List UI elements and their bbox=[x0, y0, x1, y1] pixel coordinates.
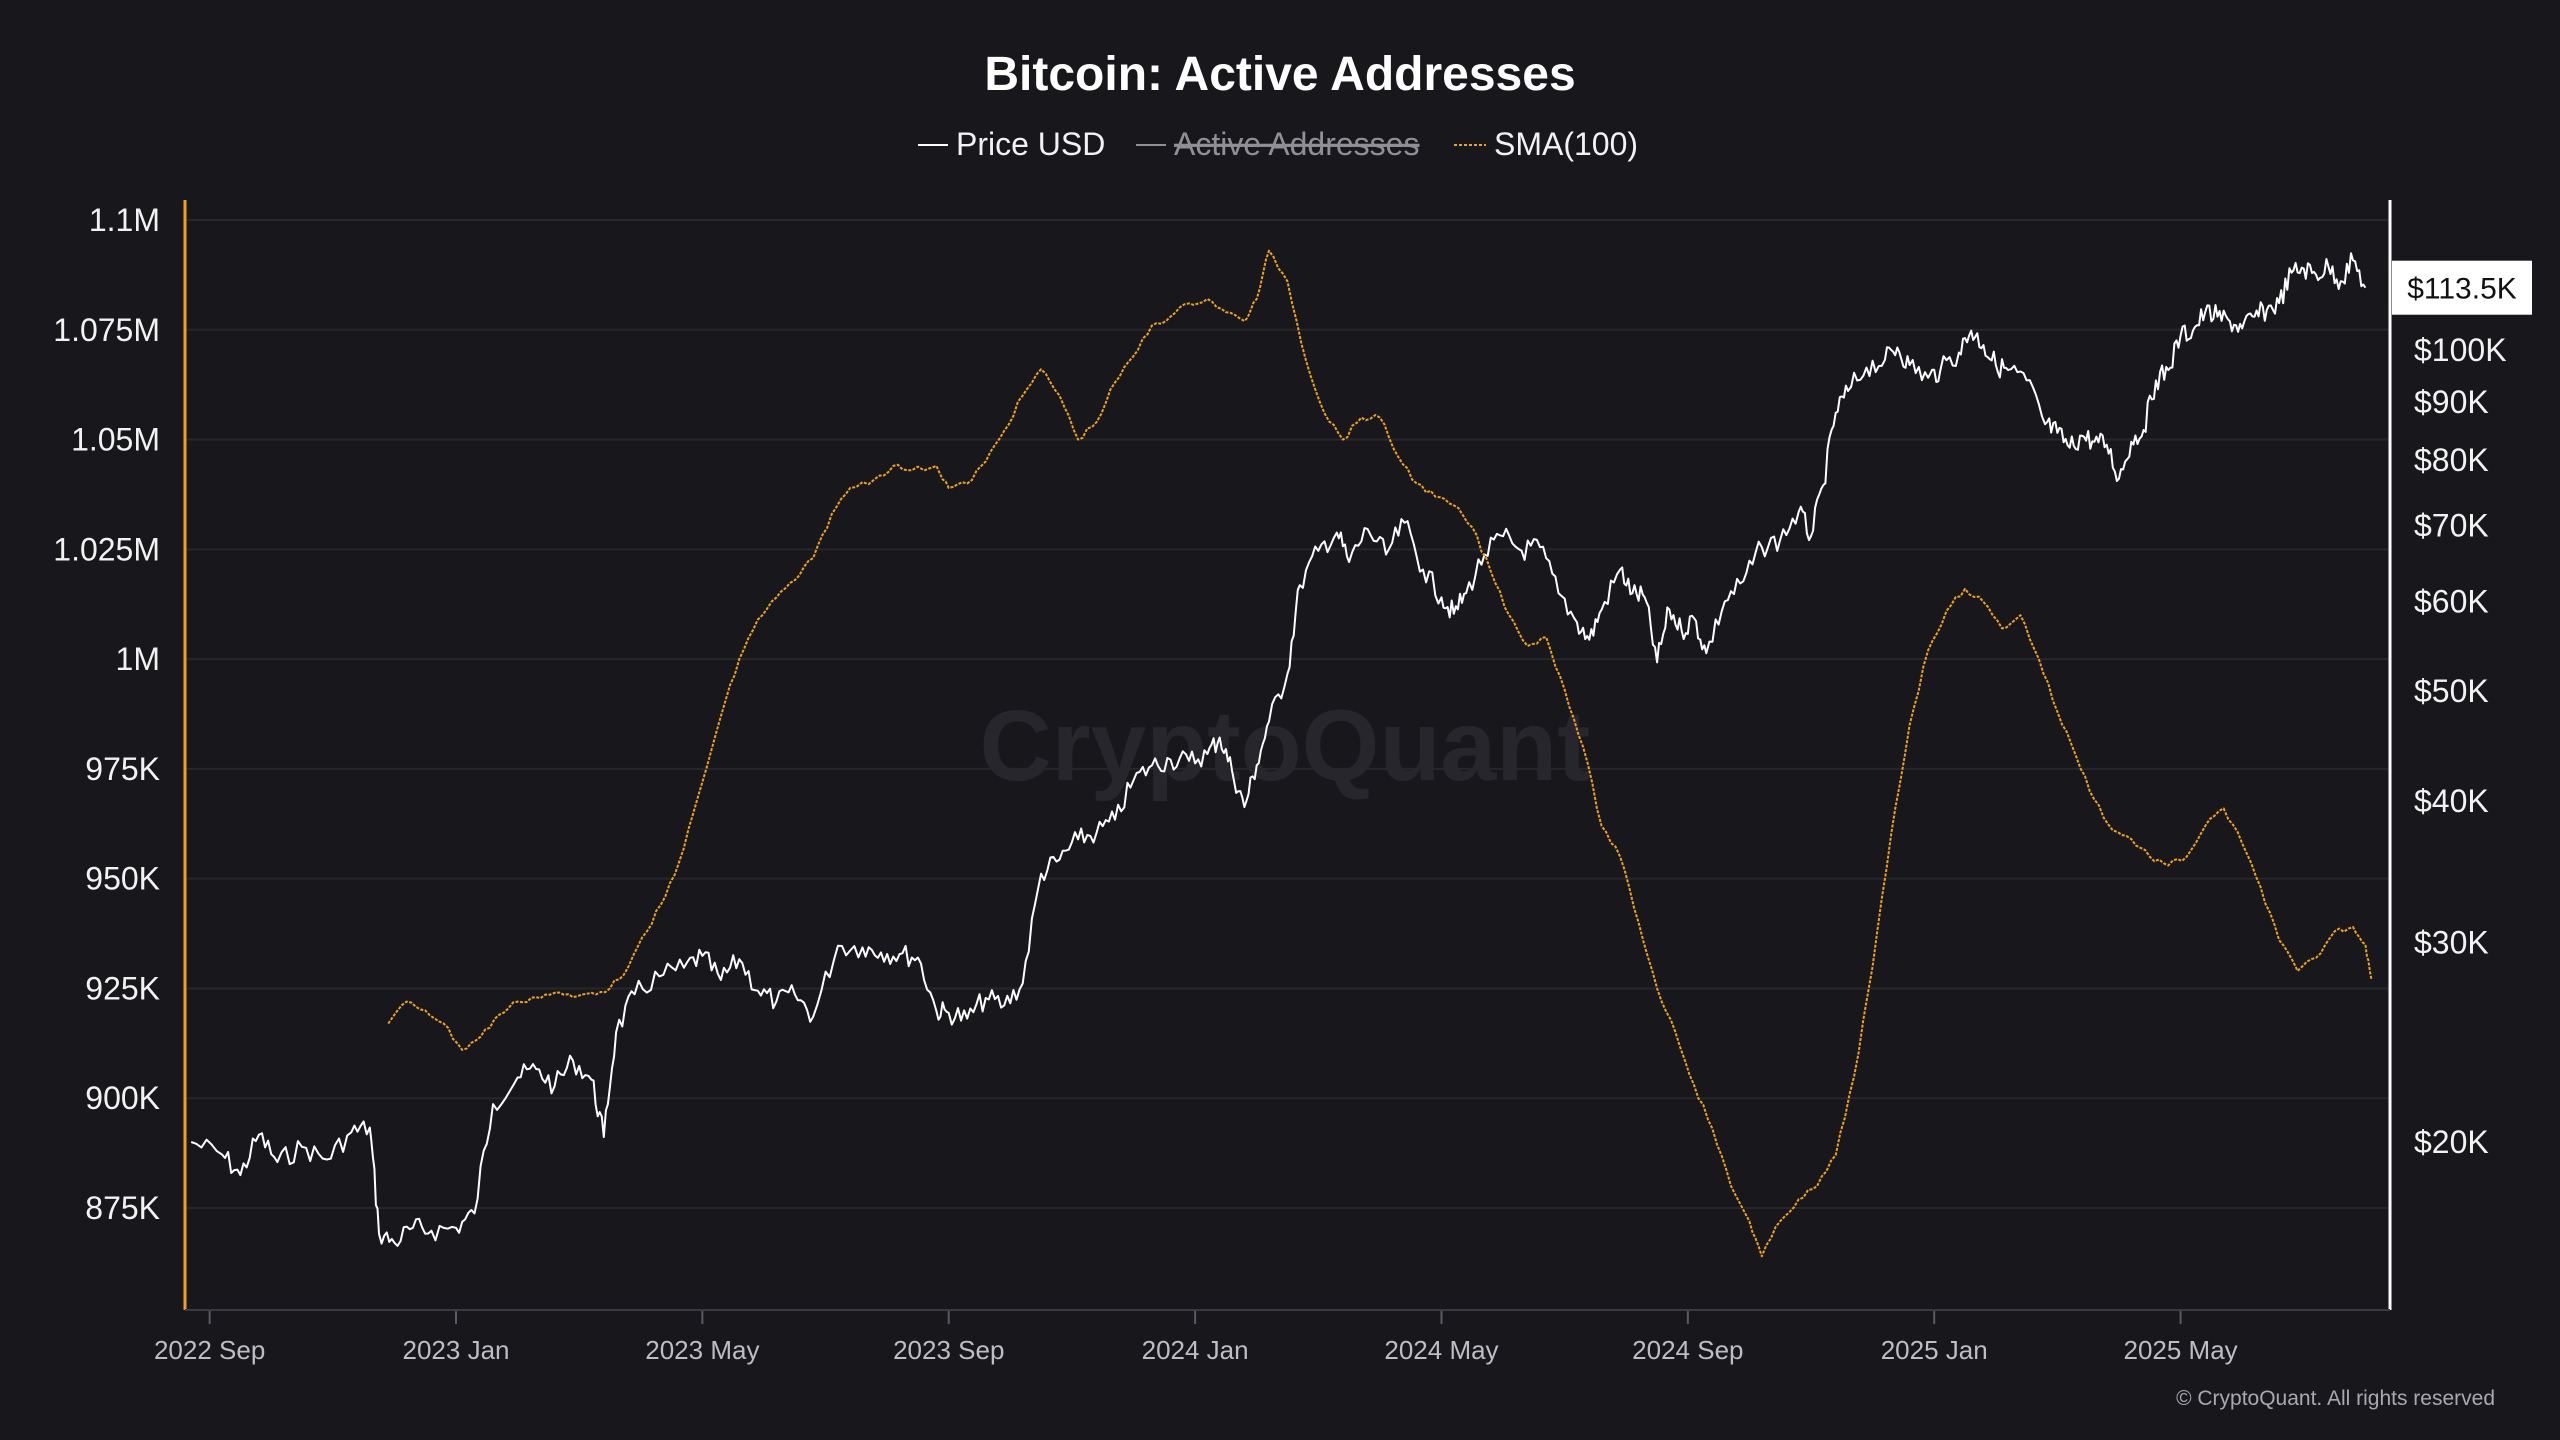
left-axis-tick-label: 950K bbox=[85, 861, 160, 897]
x-axis-ticks: 2022 Sep 2023 Jan 2023 May 2023 Sep 2024 Jan… bbox=[154, 1310, 2238, 1365]
legend-item-price[interactable]: Price USD bbox=[918, 126, 1105, 162]
gridlines bbox=[185, 219, 2390, 1209]
left-axis-tick-label: 925K bbox=[85, 970, 160, 1006]
right-axis-tick-label: $80K bbox=[2414, 442, 2489, 478]
x-axis-tick-label: 2024 Sep bbox=[1632, 1335, 1743, 1365]
left-axis-tick-label: 875K bbox=[85, 1190, 160, 1226]
x-axis-tick-label: 2025 Jan bbox=[1881, 1335, 1988, 1365]
series-group bbox=[190, 249, 2373, 1258]
left-axis-tick-label: 1.05M bbox=[71, 422, 160, 458]
left-axis-tick-label: 1M bbox=[116, 641, 160, 677]
current-price-badge: $113.5K bbox=[2392, 260, 2532, 315]
right-axis-tick-label: $60K bbox=[2414, 583, 2489, 619]
right-axis-tick-label: $90K bbox=[2414, 384, 2489, 420]
sma-100-line bbox=[387, 249, 2373, 1258]
right-axis-tick-label: $30K bbox=[2414, 924, 2489, 960]
left-axis-tick-label: 1.075M bbox=[53, 312, 160, 348]
right-axis-ticks: $100K $90K $80K $70K $60K $50K $40K $30K $20K bbox=[2414, 332, 2507, 1160]
legend-item-active-addresses[interactable]: Active Addresses bbox=[1136, 126, 1419, 162]
current-price-label: $113.5K bbox=[2407, 273, 2517, 306]
right-axis-tick-label: $40K bbox=[2414, 783, 2489, 819]
left-axis-tick-label: 900K bbox=[85, 1080, 160, 1116]
price-usd-line bbox=[190, 252, 2367, 1247]
legend-label-active-addresses: Active Addresses bbox=[1174, 126, 1419, 162]
x-axis-tick-label: 2023 May bbox=[645, 1335, 759, 1365]
right-axis-tick-label: $100K bbox=[2414, 332, 2507, 368]
right-axis-tick-label: $50K bbox=[2414, 673, 2489, 709]
legend-item-sma[interactable]: SMA(100) bbox=[1454, 126, 1638, 162]
x-axis-tick-label: 2023 Sep bbox=[893, 1335, 1004, 1365]
x-axis-tick-label: 2025 May bbox=[2123, 1335, 2237, 1365]
current-price-badge-bg bbox=[2392, 260, 2532, 315]
x-axis-tick-label: 2023 Jan bbox=[403, 1335, 510, 1365]
x-axis-tick-label: 2024 May bbox=[1384, 1335, 1498, 1365]
legend: Price USD Active Addresses SMA(100) bbox=[918, 126, 1638, 162]
chart-title: Bitcoin: Active Addresses bbox=[984, 48, 1575, 101]
right-axis-tick-label: $20K bbox=[2414, 1124, 2489, 1160]
copyright: © CryptoQuant. All rights reserved bbox=[2176, 1387, 2495, 1410]
legend-label-price: Price USD bbox=[956, 126, 1105, 162]
left-axis-tick-label: 1.025M bbox=[53, 531, 160, 567]
watermark: CryptoQuant bbox=[979, 690, 1590, 802]
x-axis-tick-label: 2022 Sep bbox=[154, 1335, 265, 1365]
right-axis-tick-label: $70K bbox=[2414, 508, 2489, 544]
x-axis-tick-label: 2024 Jan bbox=[1142, 1335, 1249, 1365]
left-axis-tick-label: 1.1M bbox=[89, 202, 160, 238]
left-axis-ticks: 1.1M 1.075M 1.05M 1.025M 1M 975K 950K 925K 900K 8… bbox=[53, 202, 160, 1226]
legend-label-sma: SMA(100) bbox=[1494, 126, 1638, 162]
left-axis-tick-label: 975K bbox=[85, 751, 160, 787]
